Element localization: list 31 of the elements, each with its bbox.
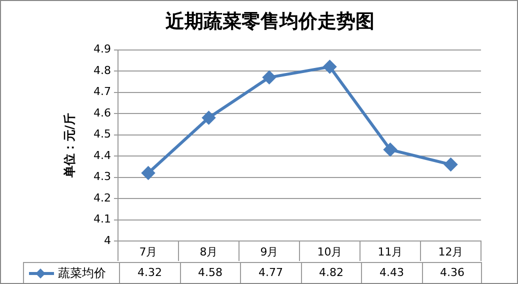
chart-title: 近期蔬菜零售均价走势图 [164, 10, 374, 32]
data-label: 4.58 [180, 263, 240, 283]
y-tick-label: 4.6 [94, 106, 111, 120]
y-tick-label: 4.3 [94, 170, 111, 184]
y-tick-label: 4.1 [94, 212, 111, 226]
x-tick-label: 11月 [378, 245, 403, 258]
y-tick-label: 4.8 [94, 64, 111, 77]
x-tick-label: 8月 [200, 245, 218, 258]
x-tick-label: 12月 [438, 245, 464, 258]
point [142, 166, 155, 180]
point [384, 143, 397, 156]
point [262, 70, 276, 84]
y-tick-label: 4.5 [94, 128, 111, 141]
data-label: 4.36 [422, 263, 482, 283]
x-tick-label: 7月 [139, 245, 158, 258]
legend-label: 蔬菜均价 [58, 265, 106, 282]
y-tick-label: 4.2 [94, 191, 111, 204]
data-label: 4.32 [119, 263, 180, 283]
point [323, 60, 336, 74]
x-tick-label: 9月 [260, 245, 278, 258]
data-label: 4.77 [240, 263, 300, 283]
y-tick-label: 4.9 [94, 42, 111, 56]
data-label: 4.43 [361, 263, 422, 283]
y-tick-label: 4.7 [94, 85, 111, 98]
x-tick-label: 10月 [317, 245, 342, 258]
point [202, 111, 216, 124]
y-tick-label: 4 [104, 234, 111, 247]
point [444, 158, 458, 172]
y-tick-label: 4.4 [94, 148, 111, 162]
y-axis-title: 单位：元/斤 [62, 113, 76, 179]
data-label: 4.82 [300, 263, 361, 283]
